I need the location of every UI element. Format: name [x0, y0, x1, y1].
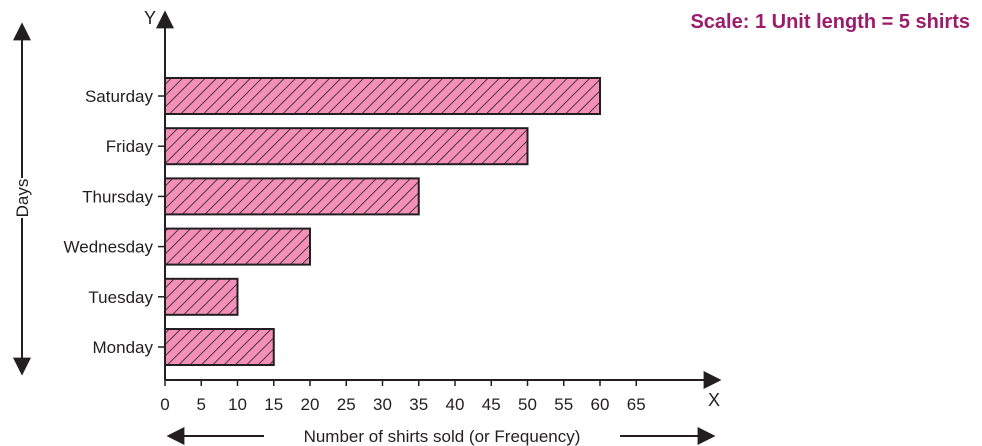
x-tick-label: 50: [518, 395, 537, 414]
category-label: Thursday: [82, 187, 153, 206]
x-tick-label: 10: [228, 395, 247, 414]
x-tick-label: 30: [373, 395, 392, 414]
x-axis-letter: X: [708, 390, 720, 410]
bar-tuesday: [164, 277, 239, 316]
bar-monday: [164, 328, 275, 366]
x-tick-label: 55: [554, 395, 573, 414]
x-axis-label: Number of shirts sold (or Frequency): [304, 427, 581, 446]
x-tick-label: 0: [160, 395, 169, 414]
x-tick-label: 20: [301, 395, 320, 414]
x-tick-label: 40: [446, 395, 465, 414]
y-axis-label: Days: [13, 179, 32, 218]
x-tick-label: 15: [264, 395, 283, 414]
bar-wednesday: [164, 227, 311, 266]
x-tick-label: 60: [591, 395, 610, 414]
x-tick-label: 25: [337, 395, 356, 414]
category-label: Wednesday: [64, 238, 154, 257]
scale-note: Scale: 1 Unit length = 5 shirts: [690, 11, 970, 33]
x-tick-label: 45: [482, 395, 501, 414]
bar-saturday: [164, 77, 601, 115]
x-tick-label: 5: [197, 395, 206, 414]
x-tick-label: 65: [627, 395, 646, 414]
category-label: Saturday: [85, 87, 154, 106]
category-label: Monday: [93, 338, 154, 357]
category-label: Friday: [106, 137, 154, 156]
category-label: Tuesday: [88, 288, 153, 307]
x-tick-label: 35: [409, 395, 428, 414]
bar-friday: [164, 127, 529, 166]
y-axis-letter: Y: [144, 8, 156, 28]
bar-thursday: [164, 177, 420, 216]
